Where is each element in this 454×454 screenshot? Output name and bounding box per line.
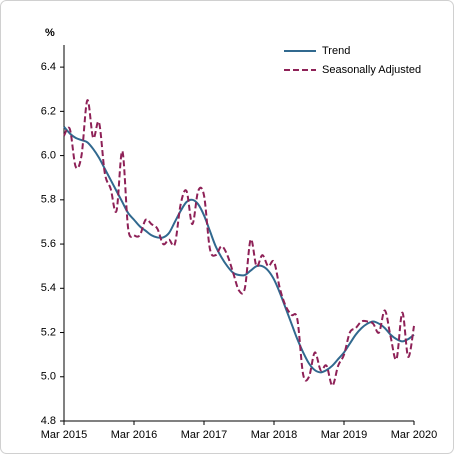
x-tick-label: Mar 2018	[251, 429, 297, 441]
series-line	[63, 126, 415, 374]
legend-label: Trend	[322, 45, 350, 57]
y-tick-label: 5.4	[41, 282, 56, 294]
y-tick-label: 5.0	[41, 371, 56, 383]
y-tick-label: 5.8	[41, 194, 56, 206]
legend-label: Seasonally Adjusted	[322, 64, 421, 76]
y-tick-label: 4.8	[41, 415, 56, 427]
x-tick-label: Mar 2017	[181, 429, 227, 441]
y-tick-label: 6.0	[41, 149, 56, 161]
y-tick-label: 6.2	[41, 105, 56, 117]
x-tick-label: Mar 2020	[391, 429, 437, 441]
x-tick-label: Mar 2015	[41, 429, 87, 441]
y-axis-label: %	[45, 27, 55, 39]
y-tick-label: 5.6	[41, 238, 56, 250]
y-tick-label: 5.2	[41, 326, 56, 338]
x-tick-label: Mar 2016	[111, 429, 157, 441]
y-tick-label: 6.4	[41, 61, 56, 73]
x-tick-label: Mar 2019	[321, 429, 367, 441]
